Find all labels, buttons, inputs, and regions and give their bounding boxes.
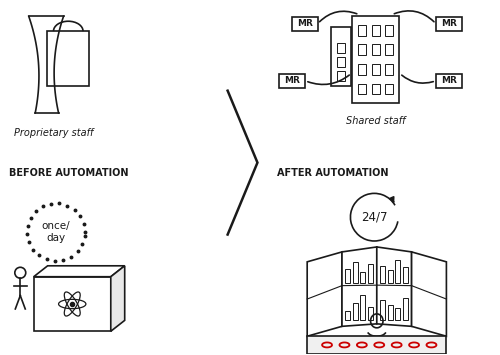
Bar bbox=[380, 266, 386, 283]
Bar bbox=[386, 44, 394, 55]
Polygon shape bbox=[377, 247, 412, 326]
Text: MR: MR bbox=[284, 76, 300, 85]
Bar bbox=[336, 43, 345, 53]
Bar bbox=[388, 270, 392, 283]
Text: AFTER AUTOMATION: AFTER AUTOMATION bbox=[278, 168, 389, 178]
Bar bbox=[358, 44, 366, 55]
Bar bbox=[368, 307, 373, 320]
Polygon shape bbox=[34, 266, 124, 277]
Bar bbox=[358, 83, 366, 94]
Bar bbox=[386, 64, 394, 75]
Bar bbox=[372, 44, 380, 55]
Bar bbox=[331, 27, 351, 86]
Bar bbox=[346, 311, 350, 320]
Polygon shape bbox=[412, 252, 446, 336]
Bar bbox=[280, 74, 305, 88]
Text: MR: MR bbox=[441, 76, 457, 85]
Bar bbox=[380, 300, 386, 320]
Bar bbox=[372, 25, 380, 36]
Polygon shape bbox=[307, 252, 342, 336]
Bar bbox=[360, 272, 366, 283]
Bar bbox=[395, 260, 400, 283]
Bar bbox=[292, 17, 318, 31]
Text: Proprietary staff: Proprietary staff bbox=[14, 128, 94, 138]
Polygon shape bbox=[307, 336, 446, 354]
Bar bbox=[372, 83, 380, 94]
Bar bbox=[395, 308, 400, 320]
Bar bbox=[358, 64, 366, 75]
Bar bbox=[47, 31, 90, 86]
Text: MR: MR bbox=[297, 19, 312, 28]
Bar bbox=[386, 83, 394, 94]
Bar bbox=[402, 267, 407, 283]
Bar bbox=[34, 277, 111, 331]
Text: MR: MR bbox=[441, 19, 457, 28]
Bar bbox=[436, 17, 462, 31]
Bar bbox=[336, 71, 345, 81]
Bar bbox=[372, 64, 380, 75]
Bar bbox=[353, 262, 358, 283]
Bar bbox=[436, 74, 462, 88]
Text: 24/7: 24/7 bbox=[361, 211, 388, 224]
Polygon shape bbox=[342, 247, 377, 326]
Bar bbox=[360, 295, 366, 320]
Polygon shape bbox=[111, 266, 124, 331]
Bar bbox=[346, 269, 350, 283]
Bar bbox=[388, 306, 392, 320]
Bar bbox=[358, 25, 366, 36]
Bar bbox=[402, 298, 407, 320]
Text: BEFORE AUTOMATION: BEFORE AUTOMATION bbox=[9, 168, 128, 178]
Bar bbox=[352, 16, 399, 103]
Bar bbox=[336, 57, 345, 67]
Bar bbox=[368, 264, 373, 283]
Text: once/
day: once/ day bbox=[42, 221, 70, 243]
Text: Shared staff: Shared staff bbox=[346, 116, 405, 126]
Bar bbox=[353, 302, 358, 320]
Bar bbox=[386, 25, 394, 36]
